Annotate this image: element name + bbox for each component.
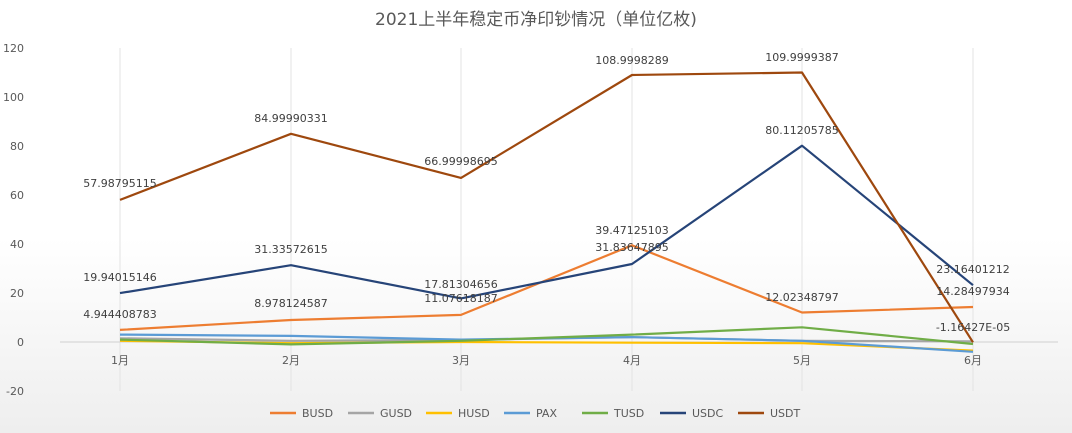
y-tick-label: 60 — [10, 189, 24, 202]
data-label-usdc: 31.33572615 — [254, 243, 327, 256]
y-tick-label: 120 — [3, 42, 24, 55]
data-label-busd: 14.28497934 — [936, 285, 1009, 298]
x-tick-label: 5月 — [793, 354, 811, 367]
data-label-usdt: 57.98795115 — [83, 177, 156, 190]
data-label-usdc: 80.11205785 — [765, 124, 838, 137]
legend-label-husd: HUSD — [458, 407, 490, 420]
data-label-usdc: 19.94015146 — [83, 271, 156, 284]
data-label-busd: 39.47125103 — [595, 224, 668, 237]
data-label-usdt: -1.16427E-05 — [936, 321, 1010, 334]
legend-label-usdc: USDC — [692, 407, 724, 420]
data-label-usdc: 31.83647895 — [595, 241, 668, 254]
data-label-usdt: 108.9998289 — [595, 54, 668, 67]
data-label-usdc: 17.81304656 — [424, 278, 497, 291]
data-label-busd: 12.02348797 — [765, 291, 838, 304]
x-tick-label: 2月 — [282, 354, 300, 367]
y-tick-label: 20 — [10, 287, 24, 300]
y-tick-label: 0 — [17, 336, 24, 349]
legend-label-gusd: GUSD — [380, 407, 412, 420]
x-tick-label: 1月 — [111, 354, 129, 367]
data-label-busd: 4.944408783 — [83, 308, 156, 321]
x-tick-label: 3月 — [452, 354, 470, 367]
series-line-usdt — [119, 71, 974, 343]
data-label-busd: 11.07618187 — [424, 292, 497, 305]
data-label-usdt: 84.99990331 — [254, 112, 327, 125]
y-tick-label: 100 — [3, 91, 24, 104]
series-group — [119, 71, 974, 353]
y-tick-label: 40 — [10, 238, 24, 251]
x-tick-label: 4月 — [623, 354, 641, 367]
y-tick-label: 80 — [10, 140, 24, 153]
data-label-usdc: 23.16401212 — [936, 263, 1009, 276]
data-label-busd: 8.978124587 — [254, 297, 327, 310]
series-line-usdc — [119, 144, 974, 300]
legend-label-tusd: TUSD — [613, 407, 644, 420]
legend: BUSD GUSD HUSD PAX TUSD USDC USDT — [270, 407, 801, 420]
x-axis: 1月 2月 3月 4月 5月 6月 — [111, 354, 982, 367]
y-axis: -20 0 20 40 60 80 100 120 — [3, 42, 24, 398]
x-tick-label: 6月 — [964, 354, 982, 367]
data-label-usdt: 109.9999387 — [765, 51, 838, 64]
y-tick-label: -20 — [6, 385, 24, 398]
data-labels: 4.944408783 8.978124587 11.07618187 39.4712… — [83, 51, 1010, 334]
data-label-usdt: 66.99998695 — [424, 155, 497, 168]
chart-title: 2021上半年稳定币净印钞情况（单位亿枚) — [375, 10, 697, 30]
legend-label-busd: BUSD — [302, 407, 333, 420]
legend-label-usdt: USDT — [770, 407, 801, 420]
series-line-tusd — [119, 326, 974, 346]
legend-label-pax: PAX — [536, 407, 557, 420]
